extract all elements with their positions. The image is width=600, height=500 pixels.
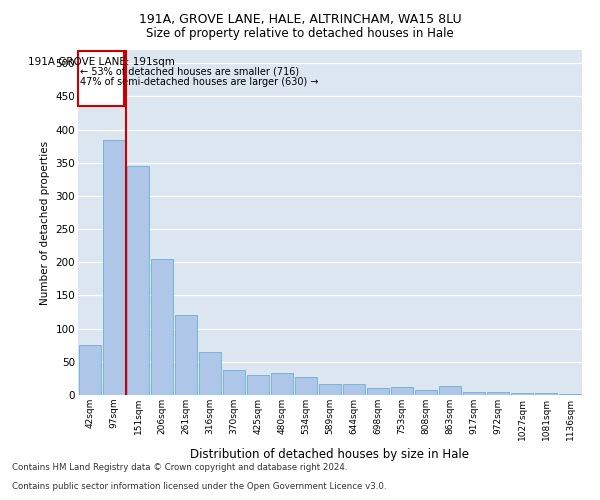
Text: 191A GROVE LANE: 191sqm: 191A GROVE LANE: 191sqm [28, 58, 175, 68]
Bar [199, 352, 221, 395]
Bar [391, 387, 413, 395]
Text: 47% of semi-detached houses are larger (630) →: 47% of semi-detached houses are larger (… [80, 76, 319, 86]
Bar [367, 388, 389, 395]
Bar [319, 384, 341, 395]
Bar [559, 394, 581, 395]
FancyBboxPatch shape [79, 52, 124, 106]
Text: 191A, GROVE LANE, HALE, ALTRINCHAM, WA15 8LU: 191A, GROVE LANE, HALE, ALTRINCHAM, WA15… [139, 12, 461, 26]
Text: Size of property relative to detached houses in Hale: Size of property relative to detached ho… [146, 28, 454, 40]
Bar [439, 386, 461, 395]
Bar [151, 259, 173, 395]
Bar [103, 140, 125, 395]
Bar [295, 377, 317, 395]
Bar [79, 345, 101, 395]
Y-axis label: Number of detached properties: Number of detached properties [40, 140, 50, 304]
Text: Contains public sector information licensed under the Open Government Licence v3: Contains public sector information licen… [12, 482, 386, 491]
Bar [415, 390, 437, 395]
Bar [463, 392, 485, 395]
Bar [271, 373, 293, 395]
Bar [247, 375, 269, 395]
Text: ← 53% of detached houses are smaller (716): ← 53% of detached houses are smaller (71… [80, 66, 299, 76]
Bar [175, 316, 197, 395]
Bar [127, 166, 149, 395]
Text: Contains HM Land Registry data © Crown copyright and database right 2024.: Contains HM Land Registry data © Crown c… [12, 464, 347, 472]
X-axis label: Distribution of detached houses by size in Hale: Distribution of detached houses by size … [191, 448, 470, 461]
Bar [511, 393, 533, 395]
Bar [487, 392, 509, 395]
Bar [223, 370, 245, 395]
Bar [343, 384, 365, 395]
Bar [535, 393, 557, 395]
